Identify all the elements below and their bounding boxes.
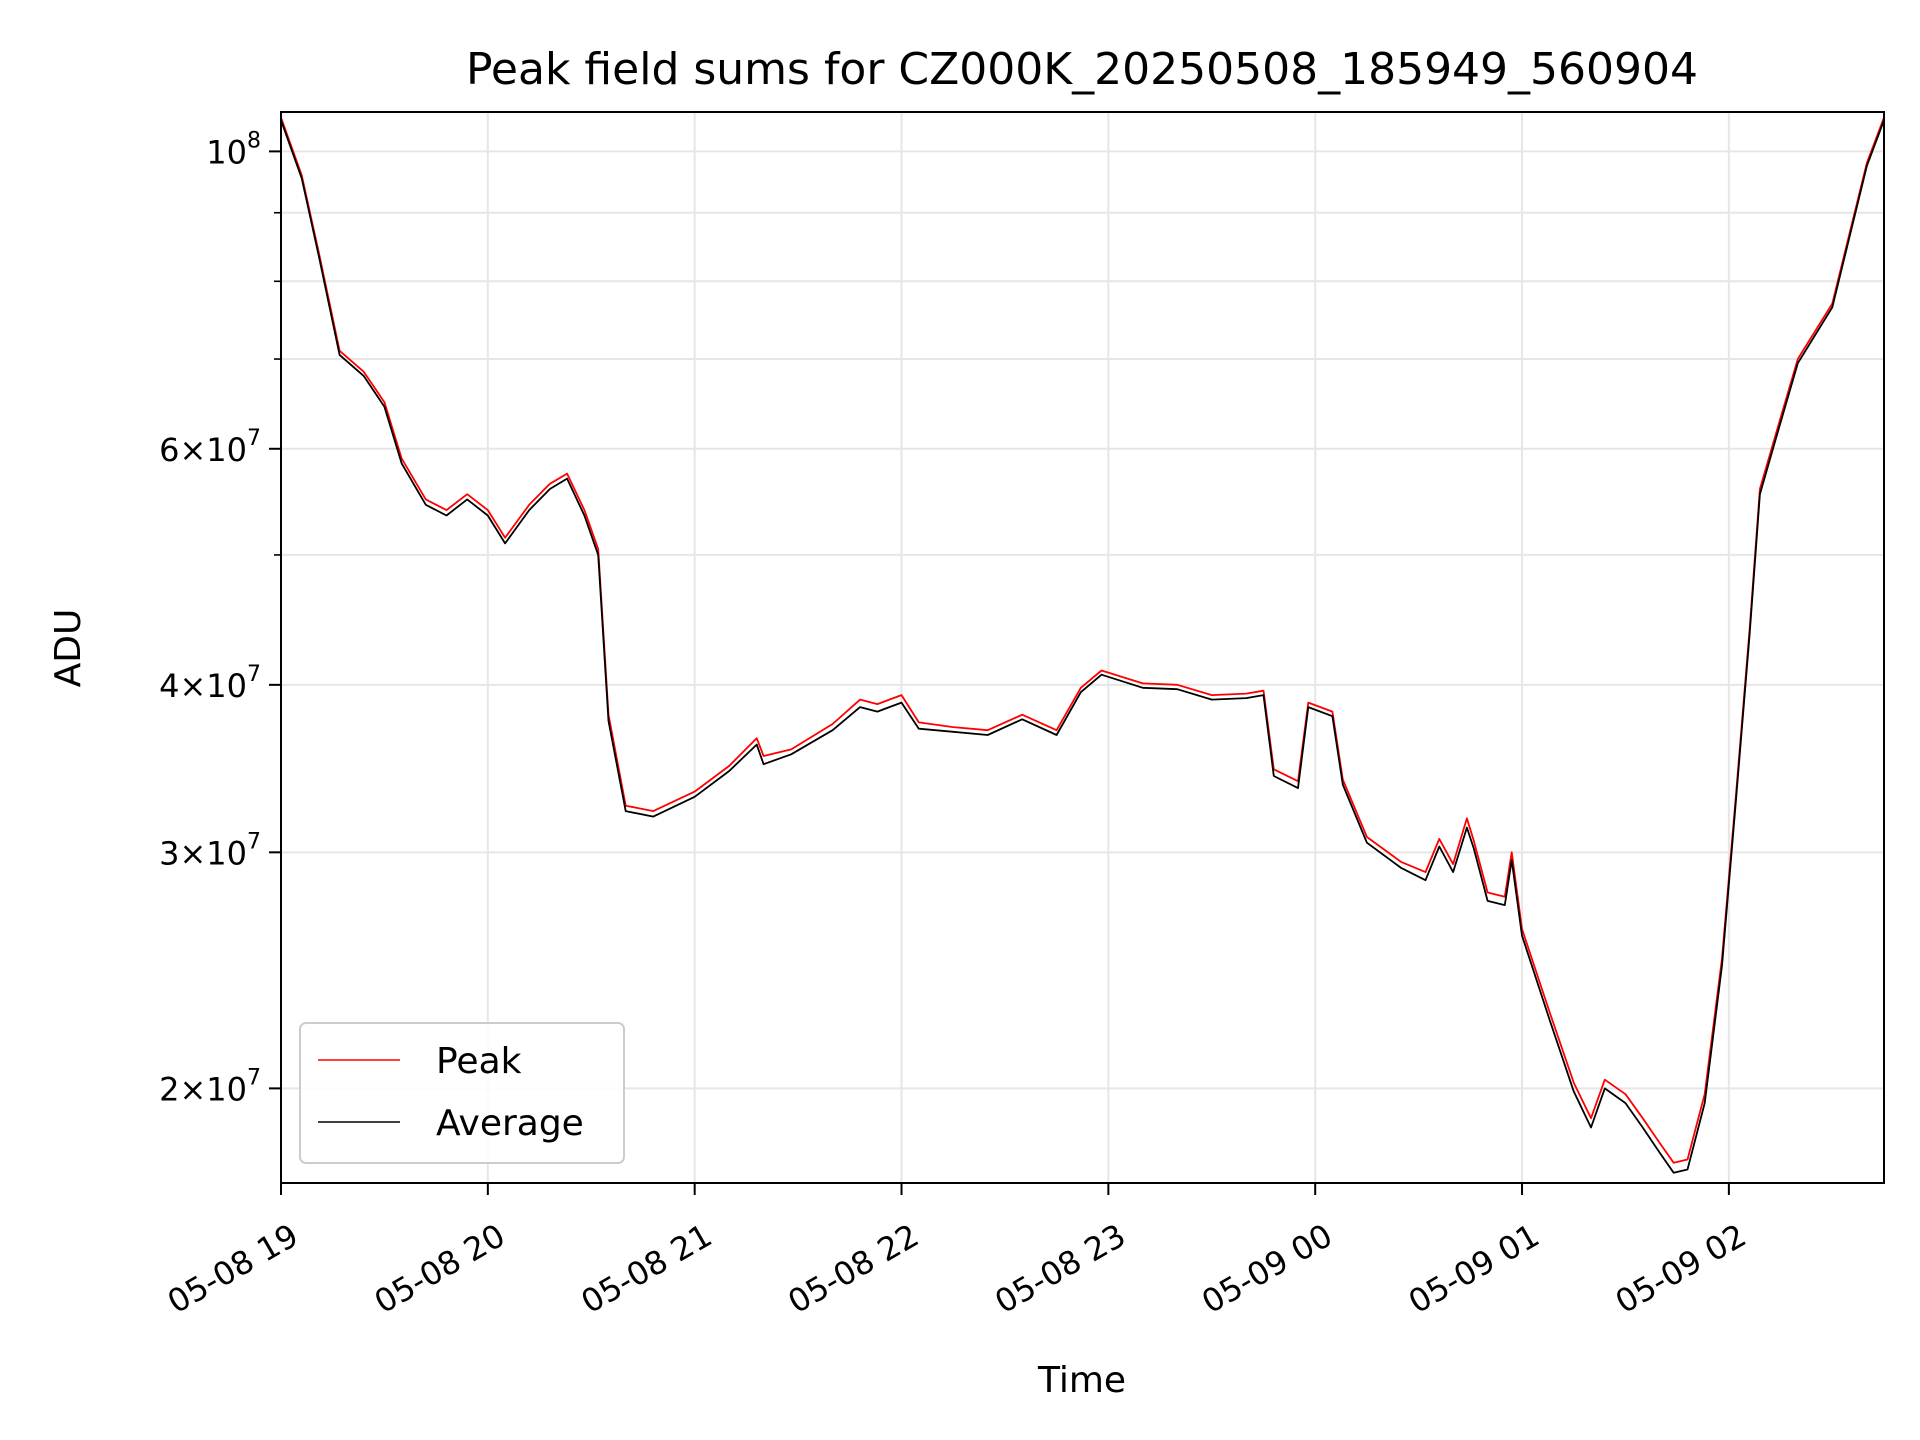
series-line-peak (280, 117, 1885, 1164)
y-axis-ticks: 2×107 3×107 4×107 6×107 108 (159, 128, 281, 1108)
y-tick-label: 4×107 (159, 662, 261, 705)
y-axis-label: ADU (48, 609, 89, 688)
series-line-average (280, 119, 1885, 1174)
y-tick-label: 6×107 (159, 426, 261, 469)
x-axis-label: Time (1037, 1360, 1126, 1401)
y-tick-label: 3×107 (159, 829, 261, 872)
y-tick-label: 2×107 (159, 1065, 261, 1108)
y-tick-label: 108 (206, 128, 261, 171)
series-layer (280, 117, 1885, 1174)
grid (280, 112, 1884, 1183)
legend: Peak Average (299, 1022, 625, 1164)
legend-label-average: Average (436, 1103, 584, 1144)
legend-box (299, 1022, 625, 1164)
plot-frame (280, 111, 1885, 1184)
legend-label-peak: Peak (436, 1041, 522, 1082)
chart-title: Peak field sums for CZ000K_20250508_1859… (466, 44, 1698, 95)
